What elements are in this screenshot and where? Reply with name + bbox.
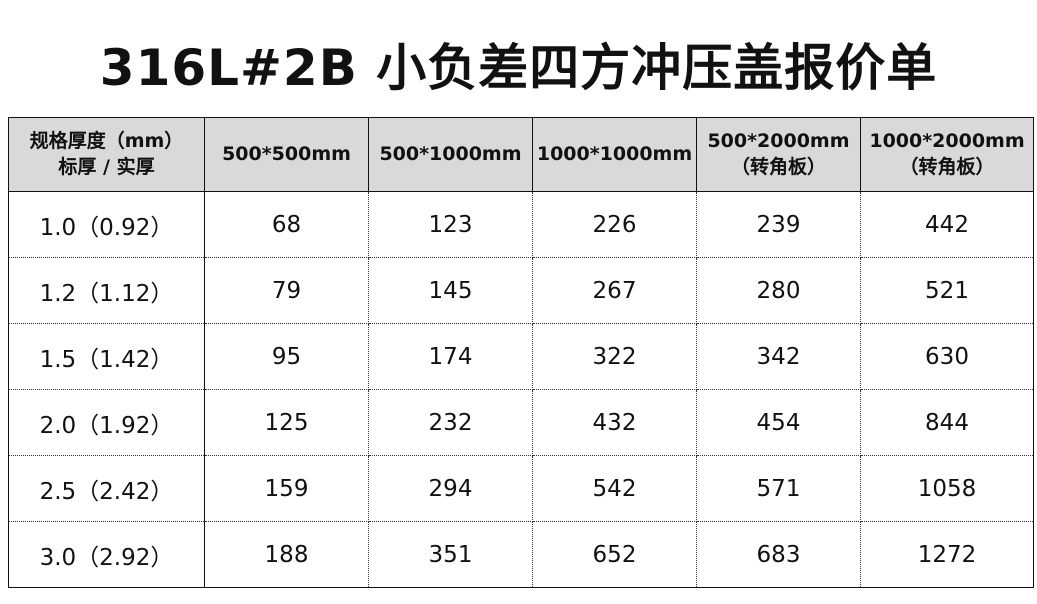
price-cell: 232 [368, 389, 533, 456]
column-header: 500*500mm [204, 117, 369, 192]
column-header-line: 500*2000mm [707, 129, 850, 152]
table-row: 2.5（2.42） 159 294 542 571 1058 [8, 455, 1034, 522]
price-cell: 280 [696, 257, 861, 324]
column-header-line: 标厚 / 实厚 [58, 155, 155, 178]
price-cell: 174 [368, 323, 533, 390]
header-row: 规格厚度（mm） 标厚 / 实厚 500*500mm 500*1000mm 1000*1… [8, 117, 1034, 192]
column-header: 500*2000mm （转角板） [696, 117, 861, 192]
price-cell: 442 [860, 191, 1034, 258]
column-header: 1000*1000mm [532, 117, 697, 192]
price-cell: 322 [532, 323, 697, 390]
column-header-line: 规格厚度（mm） [29, 129, 184, 152]
table-row: 3.0（2.92） 188 351 652 683 1272 [8, 521, 1034, 588]
price-cell: 351 [368, 521, 533, 588]
page-title: 316L#2B 小负差四方冲压盖报价单 [99, 39, 938, 97]
price-cell: 630 [860, 323, 1034, 390]
price-cell: 145 [368, 257, 533, 324]
table-row: 1.0（0.92） 68 123 226 239 442 [8, 191, 1034, 258]
table-row: 1.2（1.12） 79 145 267 280 521 [8, 257, 1034, 324]
price-cell: 68 [204, 191, 369, 258]
price-cell: 844 [860, 389, 1034, 456]
column-header-line: 500*1000mm [379, 142, 522, 165]
table-row: 2.0（1.92） 125 232 432 454 844 [8, 389, 1034, 456]
thickness-cell: 3.0（2.92） [8, 521, 205, 588]
table-row: 1.5（1.42） 95 174 322 342 630 [8, 323, 1034, 390]
price-cell: 454 [696, 389, 861, 456]
price-cell: 294 [368, 455, 533, 522]
column-header-line: 1000*1000mm [536, 142, 693, 165]
price-cell: 239 [696, 191, 861, 258]
price-cell: 123 [368, 191, 533, 258]
price-table: 规格厚度（mm） 标厚 / 实厚 500*500mm 500*1000mm 1000*1… [8, 117, 1034, 588]
column-header-line: （转角板） [899, 155, 995, 178]
price-cell: 342 [696, 323, 861, 390]
price-cell: 226 [532, 191, 697, 258]
price-cell: 432 [532, 389, 697, 456]
price-cell: 521 [860, 257, 1034, 324]
column-header-line: （转角板） [730, 155, 826, 178]
price-cell: 125 [204, 389, 369, 456]
column-header: 规格厚度（mm） 标厚 / 实厚 [8, 117, 205, 192]
thickness-cell: 2.5（2.42） [8, 455, 205, 522]
column-header: 500*1000mm [368, 117, 533, 192]
price-cell: 188 [204, 521, 369, 588]
price-cell: 542 [532, 455, 697, 522]
price-cell: 79 [204, 257, 369, 324]
column-header: 1000*2000mm （转角板） [860, 117, 1034, 192]
price-cell: 683 [696, 521, 861, 588]
column-header-line: 1000*2000mm [869, 129, 1025, 152]
price-cell: 1058 [860, 455, 1034, 522]
column-header-line: 500*500mm [222, 142, 351, 165]
thickness-cell: 1.0（0.92） [8, 191, 205, 258]
price-cell: 95 [204, 323, 369, 390]
price-cell: 1272 [860, 521, 1034, 588]
price-cell: 159 [204, 455, 369, 522]
price-cell: 267 [532, 257, 697, 324]
thickness-cell: 1.5（1.42） [8, 323, 205, 390]
price-cell: 652 [532, 521, 697, 588]
thickness-cell: 1.2（1.12） [8, 257, 205, 324]
price-cell: 571 [696, 455, 861, 522]
thickness-cell: 2.0（1.92） [8, 389, 205, 456]
